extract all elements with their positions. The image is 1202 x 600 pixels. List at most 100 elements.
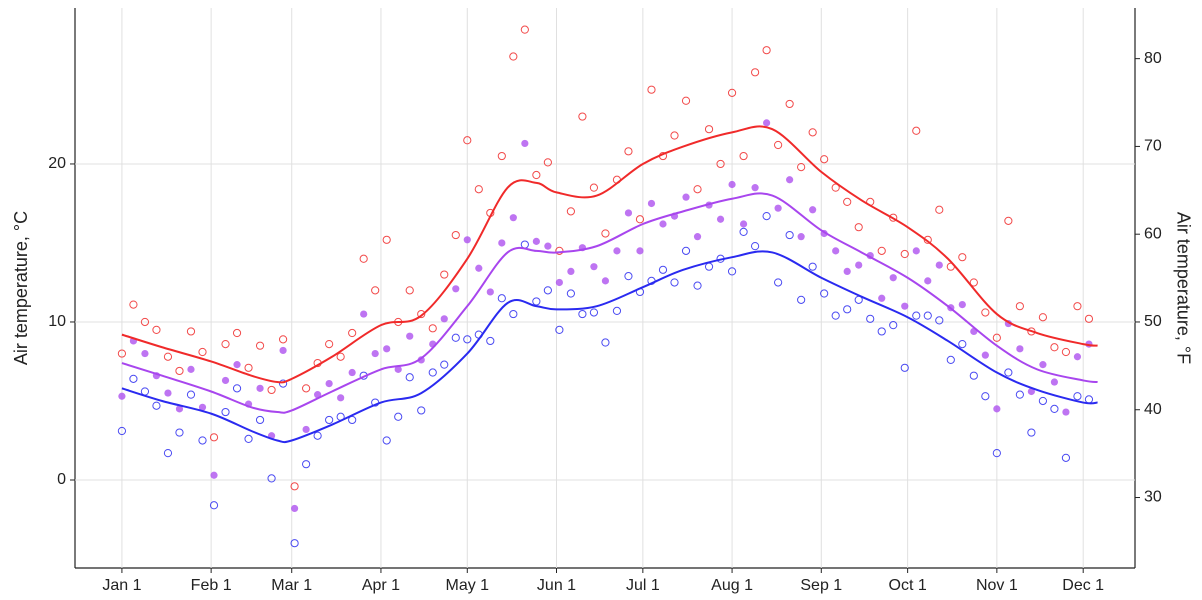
data-point — [727, 267, 737, 276]
data-point — [1039, 361, 1047, 369]
data-point — [1016, 345, 1024, 353]
data-point — [463, 335, 472, 344]
data-point — [1050, 404, 1059, 413]
data-point — [302, 460, 311, 469]
data-point — [1027, 387, 1035, 396]
data-point — [232, 328, 242, 338]
data-point — [704, 125, 714, 134]
data-point — [578, 309, 587, 319]
data-point — [912, 126, 921, 135]
data-point — [681, 246, 691, 255]
data-point — [601, 229, 610, 238]
data-point — [624, 147, 633, 156]
data-point — [325, 415, 334, 425]
data-point — [981, 351, 989, 359]
data-point — [198, 436, 207, 445]
data-point — [1015, 390, 1024, 399]
data-point — [831, 311, 840, 320]
data-point — [129, 374, 138, 383]
data-point — [313, 431, 322, 440]
data-point — [152, 401, 161, 410]
data-point — [635, 215, 645, 224]
data-point — [750, 68, 760, 77]
data-point — [532, 170, 541, 180]
data-point — [785, 99, 794, 109]
data-point — [716, 159, 725, 169]
data-point — [670, 278, 679, 287]
data-point — [992, 449, 1001, 458]
data-point — [590, 263, 598, 271]
data-point — [889, 321, 898, 330]
data-point — [256, 384, 264, 392]
data-point — [452, 285, 460, 293]
x-tick-label: Aug 1 — [711, 577, 753, 594]
data-point — [877, 327, 886, 336]
data-point — [566, 207, 575, 216]
data-point — [889, 274, 897, 282]
data-point — [290, 504, 299, 513]
data-point — [1061, 453, 1071, 462]
data-point — [290, 539, 299, 548]
data-point — [750, 242, 760, 251]
data-point — [1061, 347, 1071, 357]
data-point — [186, 390, 196, 399]
data-point — [140, 317, 150, 327]
data-point — [1004, 216, 1013, 225]
data-point — [1084, 395, 1094, 404]
data-point — [163, 352, 173, 361]
data-point — [129, 300, 138, 309]
data-point — [739, 220, 748, 228]
data-point — [521, 139, 529, 148]
data-point — [255, 415, 265, 425]
data-point — [935, 205, 944, 214]
x-tick-label: Sep 1 — [800, 577, 842, 594]
data-point — [118, 392, 126, 400]
data-point — [739, 227, 748, 237]
data-point — [221, 407, 230, 417]
data-point — [497, 151, 506, 161]
data-point — [693, 185, 702, 194]
data-point — [302, 425, 310, 434]
data-point — [221, 339, 230, 349]
data-point — [808, 128, 817, 137]
data-point — [221, 376, 230, 385]
data-point — [808, 262, 817, 271]
data-point — [302, 384, 311, 393]
data-point — [969, 278, 978, 287]
data-point — [647, 85, 656, 94]
data-point — [935, 261, 943, 269]
data-point — [440, 270, 449, 279]
data-point — [406, 332, 414, 340]
data-point — [497, 294, 506, 303]
data-point — [152, 325, 161, 334]
data-point — [186, 327, 196, 336]
data-point — [981, 392, 990, 401]
data-point — [509, 214, 517, 222]
data-point — [739, 151, 748, 161]
data-point — [1038, 396, 1048, 406]
data-point — [255, 341, 265, 350]
data-point — [1062, 408, 1070, 416]
data-point — [831, 183, 840, 192]
data-point — [624, 209, 633, 217]
y2-tick-label: 80 — [1144, 50, 1162, 67]
y2-tick-label: 30 — [1144, 489, 1162, 506]
data-point — [337, 394, 345, 402]
data-point — [555, 278, 563, 287]
data-point — [175, 405, 184, 413]
y-tick-label: 20 — [48, 155, 66, 172]
data-point — [969, 371, 978, 380]
data-point — [958, 300, 966, 309]
data-point — [555, 325, 564, 334]
data-point — [383, 345, 391, 353]
data-point — [809, 206, 817, 214]
data-point — [290, 482, 299, 491]
data-point — [693, 281, 702, 290]
data-point — [198, 403, 207, 411]
data-point — [912, 311, 921, 320]
smooth-line — [121, 250, 1098, 444]
data-point — [543, 158, 552, 167]
data-point — [278, 379, 288, 388]
data-point — [716, 215, 725, 223]
data-point — [520, 25, 529, 34]
